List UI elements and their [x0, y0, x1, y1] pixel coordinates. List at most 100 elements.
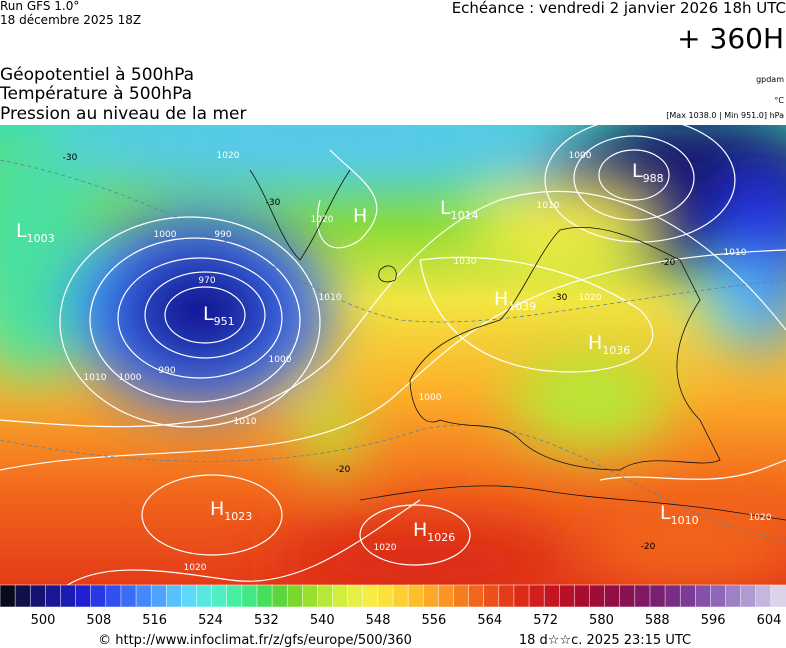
temperature-label: -30 [63, 153, 78, 163]
colorbar-swatch [695, 584, 711, 608]
colorbar-swatch [498, 584, 515, 608]
isobar-label: 1010 [724, 248, 747, 258]
center-value: 1003 [27, 232, 55, 245]
pressure-center: L951 [203, 303, 235, 328]
isobar-label: 1010 [319, 293, 342, 303]
temperature-label: -20 [661, 258, 676, 268]
generated: 18 d☆☆c. 2025 23:15 UTC [519, 633, 691, 648]
colorbar-swatch [362, 584, 379, 608]
colorbar-swatch [483, 584, 500, 608]
pressure-center: H1039 [494, 288, 536, 313]
center-type: L [632, 160, 643, 182]
center-value: 1026 [427, 531, 455, 544]
center-value: 1036 [602, 344, 630, 357]
colorbar-swatch [60, 584, 77, 608]
colorbar-tick-label: 572 [533, 613, 558, 628]
pressure-center: L988 [632, 160, 664, 185]
colorbar-swatch [513, 584, 530, 608]
colorbar-swatch [90, 584, 107, 608]
center-type: L [16, 220, 27, 242]
colorbar-swatch [422, 584, 439, 608]
map [0, 125, 786, 585]
temperature-label: -20 [336, 465, 351, 475]
center-value: 1010 [671, 514, 699, 527]
colorbar-swatch [120, 584, 137, 608]
center-value: 1039 [508, 300, 536, 313]
pressure-center: H1026 [413, 519, 455, 544]
colorbar-swatch [710, 584, 727, 608]
colorbar-swatch [377, 584, 394, 608]
colorbar-swatch [211, 584, 228, 608]
isobar-label: 1020 [184, 563, 207, 573]
center-value: 988 [643, 172, 664, 185]
isobar-label: 1020 [749, 513, 772, 523]
unit: °C [774, 96, 784, 105]
center-type: L [440, 197, 451, 219]
colorbar-tick-label: 580 [589, 613, 614, 628]
colorbar-swatch [559, 584, 575, 608]
colorbar-swatch [29, 584, 46, 608]
colorbar-tick-label: 532 [254, 613, 279, 628]
colorbar-tick-label: 588 [645, 613, 670, 628]
lead-time: + 360H [677, 22, 784, 55]
pressure-center: L1014 [440, 197, 479, 222]
temperature-label: -30 [266, 198, 281, 208]
colorbar-swatch [286, 584, 303, 608]
temperature-label: -30 [553, 293, 568, 303]
colorbar-swatch [740, 584, 757, 608]
center-type: H [353, 205, 367, 227]
isobar-label: 1020 [374, 543, 397, 553]
legend-line: Pression au niveau de la mer [0, 104, 246, 124]
center-value: 1023 [224, 510, 252, 523]
colorbar-swatch [755, 584, 772, 608]
colorbar-tick-label: 508 [86, 613, 111, 628]
isobar-label: 990 [214, 230, 231, 240]
colorbar-swatch [664, 584, 681, 608]
colorbar-swatch [226, 584, 243, 608]
isobar-label: 1000 [419, 393, 442, 403]
colorbar-tick-label: 564 [477, 613, 502, 628]
pressure-center: L1003 [16, 220, 55, 245]
colorbar-swatch [770, 584, 786, 608]
colorbar-swatch [181, 584, 198, 608]
colorbar-swatch [589, 584, 606, 608]
colorbar-swatch [332, 584, 349, 608]
center-value: 1014 [451, 209, 479, 222]
colorbar-swatch [45, 584, 62, 608]
legend-line: Température à 500hPa [0, 84, 192, 104]
colorbar-tick-label: 516 [142, 613, 167, 628]
center-type: H [588, 332, 602, 354]
center-type: H [413, 519, 427, 541]
colorbar-swatch [543, 584, 560, 608]
colorbar-tick-label: 604 [757, 613, 782, 628]
isobar-label: 1020 [311, 215, 334, 225]
colorbar-swatch [438, 584, 455, 608]
center-type: L [203, 303, 214, 325]
center-type: H [494, 288, 508, 310]
pressure-center: H1023 [210, 498, 252, 523]
colorbar-swatch [14, 584, 31, 608]
temperature-label: -20 [641, 542, 656, 552]
colorbar-swatch [75, 584, 92, 608]
legend-line: Géopotentiel à 500hPa [0, 65, 194, 85]
colorbar-swatch [528, 584, 545, 608]
center-type: L [660, 502, 671, 524]
colorbar-tick-label: 540 [310, 613, 335, 628]
pressure-center: H [353, 205, 367, 227]
isotherms [0, 159, 786, 541]
colorbar-swatch [468, 584, 485, 608]
colorbar-swatch [135, 584, 152, 608]
colorbar-swatch [392, 584, 409, 608]
colorbar-swatch [634, 584, 651, 608]
isobar-label: 1010 [537, 201, 560, 211]
isobars [0, 125, 786, 585]
isobar-label: 1000 [269, 355, 292, 365]
colorbar-swatch [317, 584, 334, 608]
colorbar-swatch [604, 584, 621, 608]
colorbar-swatch [166, 584, 182, 608]
isobar-label: 1000 [154, 230, 177, 240]
colorbar-swatch [271, 584, 288, 608]
colorbar-swatch [725, 584, 742, 608]
colorbar-swatch [241, 584, 258, 608]
